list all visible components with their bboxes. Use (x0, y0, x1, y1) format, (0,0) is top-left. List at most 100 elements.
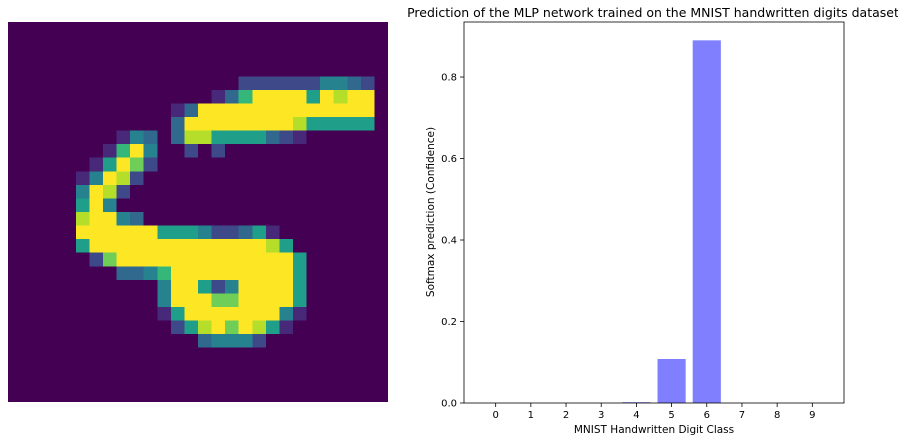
image-pixel (238, 320, 253, 335)
image-pixel (8, 89, 22, 104)
image-pixel (116, 388, 131, 402)
image-pixel (8, 198, 22, 213)
image-pixel (374, 130, 388, 145)
image-pixel (130, 130, 145, 145)
image-pixel (75, 76, 90, 91)
image-pixel (8, 212, 22, 226)
image-pixel (48, 103, 63, 118)
image-pixel (265, 89, 280, 104)
image-pixel (320, 374, 335, 389)
image-pixel (157, 334, 172, 349)
image-pixel (347, 62, 362, 77)
image-pixel (211, 361, 226, 376)
image-pixel (8, 388, 22, 402)
image-pixel (8, 252, 22, 267)
image-pixel (62, 307, 77, 321)
image-pixel (374, 198, 388, 213)
image-pixel (279, 388, 294, 402)
image-pixel (360, 171, 375, 186)
image-pixel (238, 171, 253, 186)
image-pixel (252, 334, 267, 349)
image-pixel (170, 184, 185, 199)
image-pixel (89, 388, 104, 402)
image-pixel (143, 374, 158, 389)
image-pixel (374, 266, 388, 281)
image-pixel (293, 320, 307, 335)
image-pixel (347, 35, 362, 50)
image-pixel (306, 334, 321, 349)
image-pixel (35, 212, 50, 226)
image-pixel (265, 293, 280, 308)
x-ticks: 0 1 2 3 4 5 6 7 8 9 (492, 403, 816, 421)
image-pixel (103, 307, 117, 321)
image-pixel (143, 334, 158, 349)
image-pixel (143, 279, 158, 294)
image-pixel (198, 49, 212, 64)
image-pixel (143, 252, 158, 267)
image-pixel (75, 103, 90, 118)
image-pixel (8, 374, 22, 389)
image-pixel (103, 22, 117, 36)
image-pixel (48, 76, 63, 91)
image-pixel (347, 212, 362, 226)
image-pixel (116, 307, 131, 321)
image-pixel (62, 361, 77, 376)
image-pixel (103, 320, 117, 335)
image-pixel (252, 212, 267, 226)
image-pixel (184, 266, 199, 281)
image-pixel (238, 117, 253, 131)
image-pixel (75, 279, 90, 294)
image-pixel (238, 252, 253, 267)
image-pixel (320, 130, 335, 145)
image-pixel (211, 347, 226, 362)
image-pixel (252, 347, 267, 362)
image-pixel (35, 157, 50, 172)
image-pixel (360, 89, 375, 104)
image-pixel (306, 239, 321, 254)
image-pixel (198, 374, 212, 389)
image-pixel (35, 225, 50, 240)
image-pixel (265, 171, 280, 186)
image-pixel (62, 171, 77, 186)
image-pixel (293, 171, 307, 186)
image-pixel (374, 62, 388, 77)
image-pixel (198, 239, 212, 254)
image-pixel (48, 239, 63, 254)
bar-class-5 (657, 358, 686, 403)
image-pixel (130, 89, 145, 104)
image-pixel (293, 388, 307, 402)
image-pixel (116, 184, 131, 199)
image-pixel (306, 76, 321, 91)
image-pixel (21, 307, 36, 321)
image-pixel (306, 35, 321, 50)
image-pixel (75, 171, 90, 186)
image-pixel (116, 76, 131, 91)
image-pixel (89, 35, 104, 50)
image-pixel (333, 347, 348, 362)
image-pixel (21, 239, 36, 254)
image-pixel (306, 171, 321, 186)
image-pixel (225, 374, 240, 389)
image-pixel (170, 293, 185, 308)
image-pixel (62, 334, 77, 349)
x-tick-label: 0 (492, 410, 498, 421)
image-pixel (198, 184, 212, 199)
image-pixel (170, 334, 185, 349)
image-pixel (170, 130, 185, 145)
image-pixel (103, 89, 117, 104)
image-pixel (89, 212, 104, 226)
image-pixel (347, 239, 362, 254)
image-pixel (21, 320, 36, 335)
image-pixel (360, 225, 375, 240)
image-pixel (21, 171, 36, 186)
image-pixel (48, 334, 63, 349)
image-pixel (306, 225, 321, 240)
image-pixel (116, 334, 131, 349)
image-pixel (35, 266, 50, 281)
image-pixel (143, 225, 158, 240)
image-pixel (211, 49, 226, 64)
image-pixel (130, 388, 145, 402)
image-pixel (21, 334, 36, 349)
image-pixel (360, 144, 375, 159)
image-pixel (116, 35, 131, 50)
